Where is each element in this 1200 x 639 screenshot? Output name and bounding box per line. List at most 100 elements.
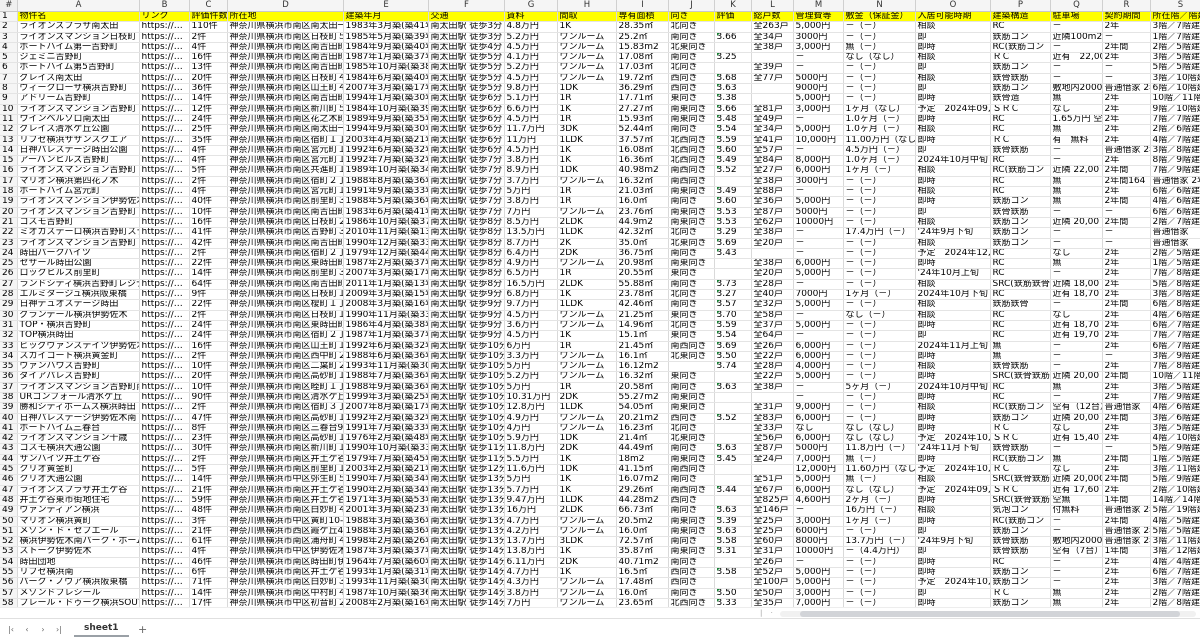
data-cell[interactable]: ワンルーム: [557, 588, 617, 599]
data-cell[interactable]: －（－）: [843, 83, 916, 95]
data-cell[interactable]: 全20戸: [751, 268, 794, 280]
evaluation-cell[interactable]: 3.74: [714, 361, 752, 373]
column-header-g[interactable]: G: [504, 0, 558, 12]
data-cell[interactable]: 近隣 18,00: [1050, 279, 1103, 291]
data-cell[interactable]: 北東向き: [668, 238, 715, 249]
link-cell[interactable]: https://…: [139, 320, 190, 332]
data-cell[interactable]: 鉄筋コン: [990, 32, 1051, 43]
data-cell[interactable]: 1984年10月築(築39年11ヶ月): [343, 104, 429, 115]
data-cell[interactable]: 4階／6階建て: [1150, 402, 1200, 414]
data-cell[interactable]: 13.7万円（－）: [843, 536, 916, 548]
data-cell[interactable]: 普通借家: [1150, 238, 1200, 249]
data-cell[interactable]: 相談: [915, 361, 991, 373]
data-cell[interactable]: 南太田駅 徒歩6分: [428, 104, 505, 115]
data-cell[interactable]: 全67戸: [751, 485, 794, 496]
data-cell[interactable]: 2年: [1102, 114, 1151, 126]
evaluation-cell[interactable]: 3.63: [714, 526, 752, 538]
data-cell[interactable]: 9000円: [793, 83, 844, 95]
data-cell[interactable]: 3.8万円: [504, 588, 558, 599]
link-cell[interactable]: https://…: [139, 114, 190, 126]
data-cell[interactable]: 全50戸: [751, 588, 794, 599]
link-cell[interactable]: https://…: [139, 227, 190, 239]
data-cell[interactable]: メゾンドフレシール: [17, 588, 140, 599]
data-cell[interactable]: 1992年6月築(築32年3ヶ月): [343, 341, 429, 352]
data-cell[interactable]: 16.0㎡: [616, 588, 669, 599]
data-cell[interactable]: 1986年10月築(築37年11ヶ月): [343, 217, 429, 229]
data-cell[interactable]: 即時: [915, 114, 991, 126]
link-cell[interactable]: https://…: [139, 207, 190, 218]
data-cell[interactable]: 鉄骨鉄筋: [990, 207, 1051, 218]
data-cell[interactable]: 即: [915, 145, 991, 157]
data-cell[interactable]: 南太田駅 徒歩13分: [428, 485, 505, 496]
data-cell[interactable]: 2年: [1102, 361, 1151, 373]
data-cell[interactable]: 南太田駅 徒歩14分: [428, 557, 505, 569]
data-cell[interactable]: [751, 392, 794, 404]
data-cell[interactable]: 神奈川県横浜市南区吉野町３丁目: [227, 227, 344, 239]
data-cell[interactable]: 即: [915, 32, 991, 43]
data-cell[interactable]: 4.7万円: [504, 567, 558, 579]
header-cell[interactable]: 所在地: [227, 11, 344, 23]
data-cell[interactable]: 10件: [189, 361, 228, 373]
data-cell[interactable]: 1R: [557, 382, 617, 393]
evaluation-cell[interactable]: 3.49: [714, 155, 752, 167]
evaluation-cell[interactable]: 3.69: [714, 341, 752, 352]
data-cell[interactable]: 2件: [189, 402, 228, 414]
data-cell[interactable]: 5,000円: [793, 299, 844, 311]
link-cell[interactable]: https://…: [139, 248, 190, 260]
data-cell[interactable]: 15.83m2: [616, 42, 669, 54]
evaluation-cell[interactable]: 3.38: [714, 93, 752, 105]
header-cell[interactable]: 交通: [428, 11, 505, 23]
data-cell[interactable]: 3LDK: [557, 536, 617, 548]
table-row[interactable]: 17マリオン横浜第四花ノ木https://…2件神奈川県横浜市南区宿町２丁目31…: [0, 176, 1200, 188]
data-cell[interactable]: 東向き: [668, 93, 715, 105]
data-cell[interactable]: 2年間: [1102, 42, 1151, 54]
data-cell[interactable]: 全37戸: [751, 320, 794, 332]
data-cell[interactable]: 1LDK: [557, 402, 617, 414]
evaluation-cell[interactable]: 3.49: [714, 186, 752, 198]
data-cell[interactable]: RC(鉄筋コン: [990, 402, 1051, 414]
data-cell[interactable]: 全32戸: [751, 299, 794, 311]
data-cell[interactable]: コスモ吉野町: [17, 217, 140, 229]
data-cell[interactable]: プレール・ドゥーク横浜SOUTH 第: [17, 598, 140, 607]
data-cell[interactable]: 全56戸: [751, 433, 794, 445]
data-cell[interactable]: 南太田駅 徒歩5分: [428, 62, 505, 74]
data-cell[interactable]: 鉄骨鉄筋: [990, 546, 1051, 558]
data-cell[interactable]: 即時: [915, 258, 991, 270]
link-cell[interactable]: https://…: [139, 32, 190, 43]
row-number[interactable]: 10: [0, 104, 18, 115]
data-cell[interactable]: 1979年12月築(築44年9ヶ月): [343, 248, 429, 260]
grid-body[interactable]: 1 物件名 リンク 評価件数 所在地 建築年月 交通 賃料 間取 専有面積 向き 評価 総戸数 管理費等敷…: [0, 11, 1200, 607]
data-cell[interactable]: 1999年3月築(築25年6ヶ月): [343, 392, 429, 404]
data-cell[interactable]: 3.6万円: [504, 320, 558, 332]
data-cell[interactable]: 神奈川県横浜市南区宮元町１丁目: [227, 145, 344, 157]
data-cell[interactable]: 神奈川県横浜市南区浦舟町４丁目: [227, 536, 344, 548]
data-cell[interactable]: 6万円: [504, 341, 558, 352]
data-cell[interactable]: なし: [1050, 104, 1103, 115]
link-cell[interactable]: https://…: [139, 330, 190, 342]
link-cell[interactable]: https://…: [139, 567, 190, 579]
data-cell[interactable]: 90件: [189, 392, 228, 404]
data-cell[interactable]: 予定 2024年12,: [915, 248, 991, 260]
data-cell[interactable]: 1987年10月築(築36年11ヶ月): [343, 588, 429, 599]
data-cell[interactable]: 42.46㎡: [616, 299, 669, 311]
data-cell[interactable]: －: [1102, 443, 1151, 455]
link-cell[interactable]: https://…: [139, 62, 190, 74]
link-cell[interactable]: https://…: [139, 310, 190, 321]
data-cell[interactable]: 20件: [189, 73, 228, 85]
evaluation-cell[interactable]: [714, 62, 752, 74]
data-cell[interactable]: －: [1102, 238, 1151, 249]
data-cell[interactable]: 南太田駅 徒歩9分: [428, 320, 505, 332]
data-cell[interactable]: ウインベルソロ南太田: [17, 114, 140, 126]
column-header-n[interactable]: N: [843, 0, 916, 12]
data-cell[interactable]: 相談: [915, 73, 991, 85]
data-cell[interactable]: 全31戸: [751, 402, 794, 414]
data-cell[interactable]: 鉄筋コン: [990, 62, 1051, 74]
row-number[interactable]: 49: [0, 505, 18, 517]
data-cell[interactable]: 空有（7台）: [1050, 546, 1103, 558]
data-cell[interactable]: 5.2万円: [504, 62, 558, 74]
data-cell[interactable]: －: [1050, 526, 1103, 538]
data-cell[interactable]: スカイコート横浜黄金町: [17, 351, 140, 363]
data-cell[interactable]: 3.3万円: [504, 351, 558, 363]
link-cell[interactable]: https://…: [139, 196, 190, 208]
